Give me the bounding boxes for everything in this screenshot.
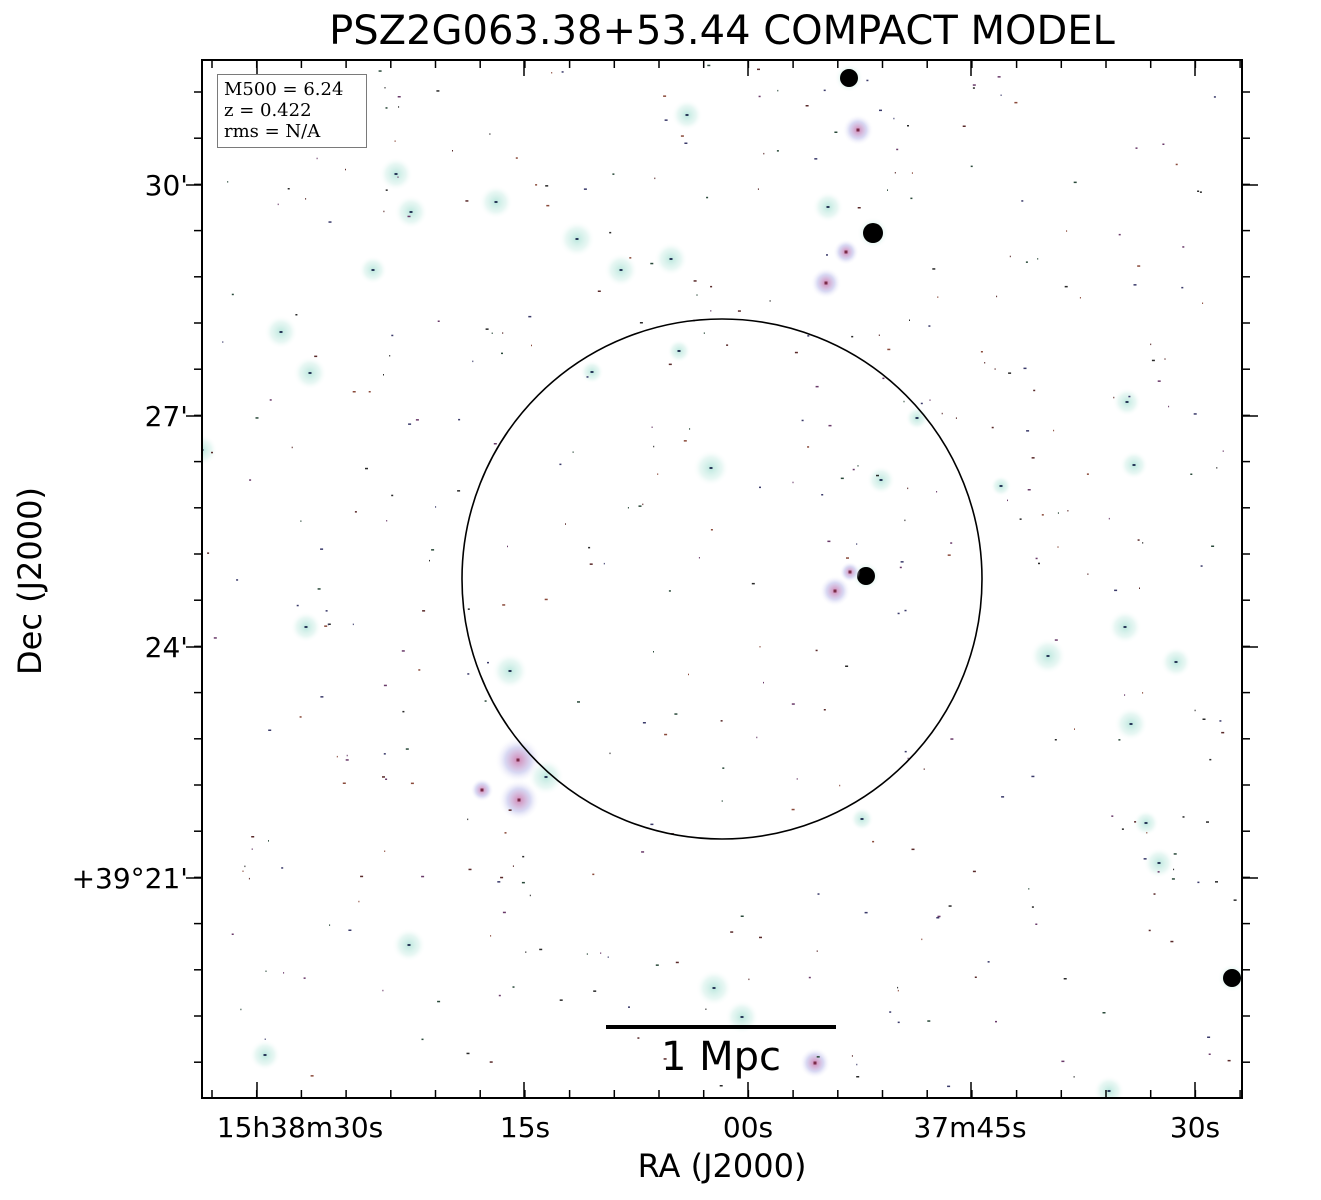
- r500-circle: [461, 318, 983, 840]
- legend-mass: M500 = 6.24: [224, 79, 344, 100]
- y-axis-label: Dec (J2000): [11, 487, 49, 675]
- x-tick-label: 15h38m30s: [217, 1111, 384, 1144]
- legend-redshift: z = 0.422: [224, 100, 312, 121]
- y-tick-label: +39°21': [72, 862, 188, 895]
- source-field: [202, 63, 1242, 1098]
- x-tick-label: 30s: [1170, 1111, 1220, 1144]
- info-legend: M500 = 6.24 z = 0.422 rms = N/A: [217, 74, 367, 148]
- y-tick-label: 30': [145, 169, 188, 202]
- x-tick-label: 37m45s: [913, 1111, 1026, 1144]
- y-tick-label: 27': [145, 400, 188, 433]
- y-tick-label: 24': [145, 631, 188, 664]
- x-tick-label: 15s: [500, 1111, 550, 1144]
- x-tick-label: 00s: [723, 1111, 773, 1144]
- scale-bar-label: 1 Mpc: [660, 1034, 782, 1080]
- plot-title: PSZ2G063.38+53.44 COMPACT MODEL: [329, 8, 1115, 54]
- plot-frame: [201, 59, 1243, 1099]
- legend-rms: rms = N/A: [224, 121, 321, 142]
- x-axis-label: RA (J2000): [637, 1147, 807, 1185]
- axis-ticks: [186, 60, 1258, 1098]
